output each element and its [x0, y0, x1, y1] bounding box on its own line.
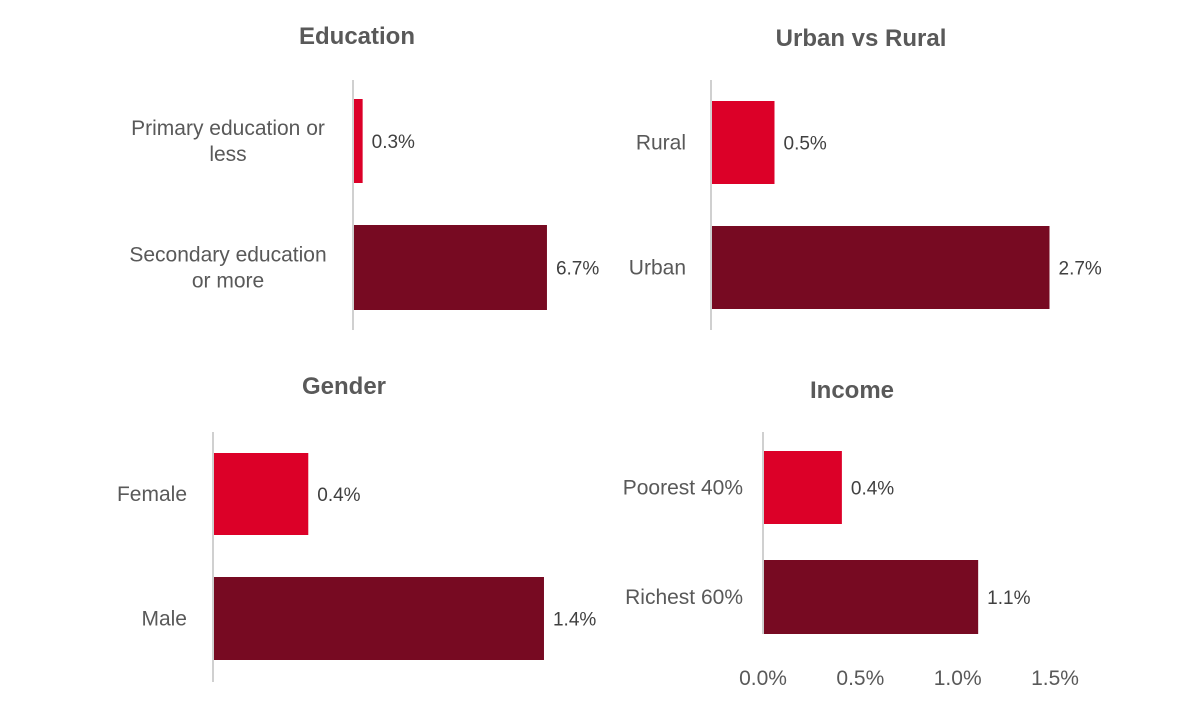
- income-x-tick-label: 0.0%: [739, 667, 787, 690]
- education-bar-2: [354, 225, 547, 310]
- urban-vs-rural-value-label-1: 0.5%: [784, 134, 827, 155]
- gender-value-label-2: 1.4%: [553, 610, 596, 631]
- income-category-label-1: Poorest 40%: [623, 477, 743, 500]
- income-bar-1: [764, 451, 842, 524]
- education-value-label-1: 0.3%: [372, 132, 415, 153]
- income-x-tick-label: 0.5%: [836, 667, 884, 690]
- gender-value-label-1: 0.4%: [317, 485, 360, 506]
- income-bar-2: [764, 560, 979, 634]
- education-category-label-1: less: [209, 143, 246, 166]
- gender-bar-2: [214, 577, 544, 660]
- income-category-label-2: Richest 60%: [625, 586, 743, 609]
- urban-vs-rural-chart-title: Urban vs Rural: [776, 25, 947, 52]
- income-value-label-1: 0.4%: [851, 479, 894, 500]
- gender-bar-1: [214, 453, 309, 535]
- education-category-label-2: or more: [192, 270, 264, 293]
- education-chart-title: Education: [299, 23, 415, 50]
- urban-vs-rural-bar-1: [712, 101, 775, 184]
- education-category-label-2: Secondary education: [129, 244, 326, 267]
- income-chart-title: Income: [810, 377, 894, 404]
- income-value-label-2: 1.1%: [987, 588, 1030, 609]
- education-value-label-2: 6.7%: [556, 259, 599, 280]
- gender-category-label-2: Male: [141, 608, 187, 631]
- education-category-label-1: Primary education or: [131, 117, 325, 140]
- urban-vs-rural-value-label-2: 2.7%: [1059, 259, 1102, 280]
- income-x-tick-label: 1.5%: [1031, 667, 1079, 690]
- income-x-tick-label: 1.0%: [934, 667, 982, 690]
- urban-vs-rural-category-label-2: Urban: [629, 257, 686, 280]
- gender-chart-title: Gender: [302, 373, 386, 400]
- gender-category-label-1: Female: [117, 483, 187, 506]
- education-bar-1: [354, 99, 363, 183]
- urban-vs-rural-category-label-1: Rural: [636, 132, 686, 155]
- urban-vs-rural-bar-2: [712, 226, 1050, 309]
